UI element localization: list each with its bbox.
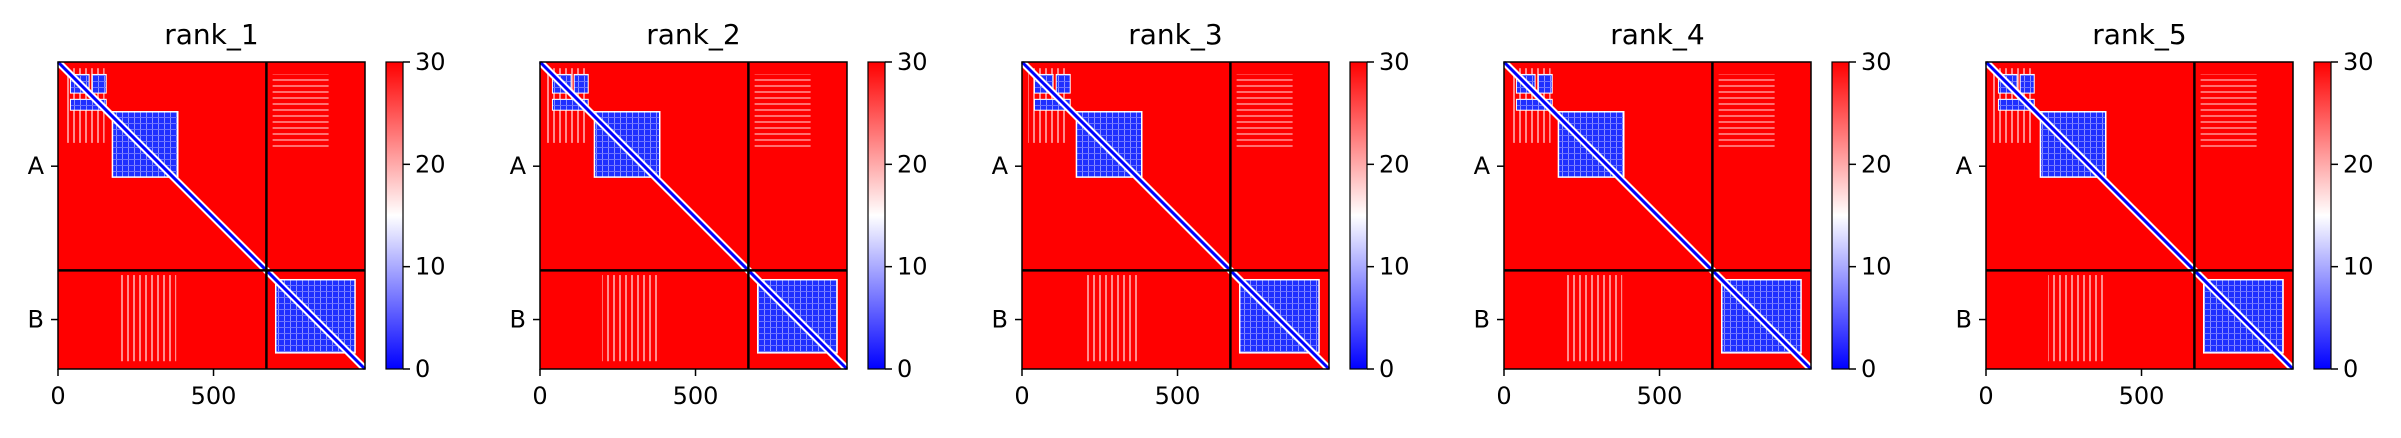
interchain-region-ab [754,74,811,150]
colorbar-tick-label: 20 [1379,150,1410,178]
panel-title: rank_5 [2092,18,2186,51]
x-tick-label: 0 [1978,382,1993,410]
colorbar [867,61,886,370]
domain-block [1515,98,1553,111]
colorbar-tick-label: 20 [897,150,928,178]
colorbar-tick-label: 0 [1379,355,1394,383]
colorbar-tick-label: 30 [1861,48,1892,76]
colorbar-tick-label: 0 [1861,355,1876,383]
colorbar-tick-label: 10 [415,253,446,281]
colorbar-tick-label: 0 [897,355,912,383]
plot-frame [1021,61,1330,370]
colorbar-tick-label: 10 [2343,253,2374,281]
plot-frame [1985,61,2294,370]
panel-title: rank_2 [646,18,740,51]
pae-panel-5: rank_5 0 500 A B 0 10 20 30 [1956,18,2374,410]
chain-label: A [992,152,1009,180]
x-tick-label: 0 [50,382,65,410]
colorbar [1831,61,1850,370]
x-tick-label: 500 [1155,382,1201,410]
panel-title: rank_4 [1610,18,1704,51]
domain-block [1033,98,1071,111]
chain-label: A [1956,152,1973,180]
colorbar-tick-label: 10 [1379,253,1410,281]
interchain-region-ba [602,275,659,362]
colorbar-tick-label: 0 [2343,355,2358,383]
domain-block [551,98,589,111]
x-tick-label: 500 [191,382,237,410]
interchain-region-ab [2200,74,2257,150]
interchain-region-ba [1084,275,1141,362]
colorbar [1349,61,1368,370]
x-tick-label: 0 [1014,382,1029,410]
diagonal [1984,60,2295,371]
domain-block [573,73,589,94]
x-tick-label: 500 [673,382,719,410]
interchain-region-ab [1718,74,1775,150]
domain-block [2019,73,2035,94]
pae-panel-4: rank_4 0 500 A B 0 10 20 30 [1474,18,1892,410]
colorbar [2313,61,2332,370]
pae-panel-3: rank_3 0 500 A B 0 10 20 30 [992,18,1410,410]
colorbar-tick-label: 30 [1379,48,1410,76]
interchain-region-ba [1566,275,1623,362]
chain-label: B [510,306,526,334]
colorbar-tick-label: 10 [1861,253,1892,281]
chain-label: B [1474,306,1490,334]
chain-label: B [28,306,44,334]
colorbar-tick-label: 30 [2343,48,2374,76]
colorbar-tick-label: 0 [415,355,430,383]
diagonal [1502,60,1813,371]
interchain-region-ba [2048,275,2105,362]
chain-label: B [992,306,1008,334]
plot-frame [1503,61,1812,370]
diagonal [56,60,367,371]
chain-label: A [28,152,45,180]
domain-block [69,98,107,111]
interchain-region-ba [120,275,177,362]
interchain-region-ab [1236,74,1293,150]
colorbar-tick-label: 20 [1861,150,1892,178]
pae-panel-1: rank_1 0 500 A B 0 10 20 30 [28,18,446,410]
diagonal [538,60,849,371]
panel-title: rank_3 [1128,18,1222,51]
x-tick-label: 0 [532,382,547,410]
colorbar-tick-label: 30 [897,48,928,76]
domain-block [1537,73,1553,94]
plot-frame [539,61,848,370]
panel-title: rank_1 [164,18,258,51]
colorbar-tick-label: 20 [415,150,446,178]
chain-label: B [1956,306,1972,334]
interchain-region-ab [272,74,329,150]
domain-block [91,73,107,94]
domain-block [1055,73,1071,94]
chain-label: A [1474,152,1491,180]
x-tick-label: 500 [1637,382,1683,410]
chain-label: A [510,152,527,180]
colorbar-tick-label: 20 [2343,150,2374,178]
colorbar [385,61,404,370]
x-tick-label: 500 [2119,382,2165,410]
pae-panel-2: rank_2 0 500 A B 0 10 20 30 [510,18,928,410]
x-tick-label: 0 [1496,382,1511,410]
colorbar-tick-label: 30 [415,48,446,76]
colorbar-tick-label: 10 [897,253,928,281]
domain-block [1997,98,2035,111]
plot-frame [57,61,366,370]
diagonal [1020,60,1331,371]
